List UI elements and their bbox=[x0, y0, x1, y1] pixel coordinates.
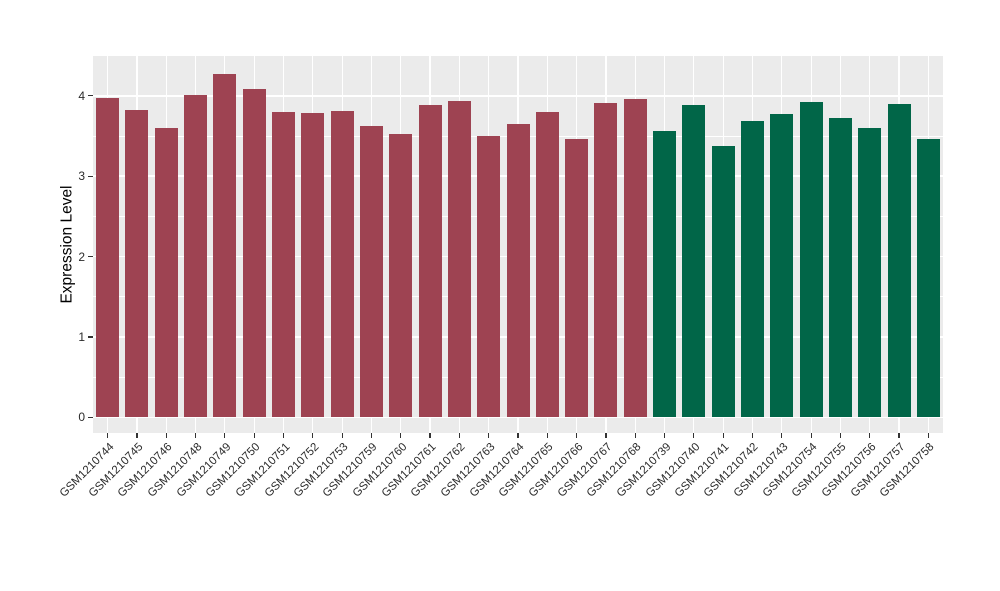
x-axis-tick bbox=[194, 433, 197, 438]
bar-GSM1210768 bbox=[623, 99, 647, 418]
bar-GSM1210756 bbox=[858, 128, 882, 418]
bar-GSM1210745 bbox=[125, 109, 149, 418]
x-axis-tick bbox=[693, 433, 695, 438]
x-axis-tick bbox=[517, 433, 519, 438]
bar-GSM1210746 bbox=[154, 128, 178, 418]
x-axis-tick bbox=[751, 433, 754, 438]
bar-GSM1210758 bbox=[916, 139, 940, 418]
bar-GSM1210763 bbox=[477, 136, 501, 418]
bar-GSM1210742 bbox=[740, 120, 764, 418]
y-tick-label: 1 bbox=[78, 329, 85, 344]
x-axis-tick bbox=[165, 433, 167, 438]
x-axis-tick bbox=[458, 433, 460, 438]
x-axis-tick bbox=[282, 433, 285, 438]
bar-GSM1210757 bbox=[887, 103, 911, 418]
x-axis-tick bbox=[253, 433, 255, 438]
x-axis-tick bbox=[634, 433, 636, 438]
y-axis-tick bbox=[88, 175, 93, 177]
y-tick-label: 3 bbox=[78, 169, 85, 184]
x-axis-tick bbox=[136, 433, 138, 438]
x-axis-tick bbox=[224, 433, 226, 438]
bar-GSM1210755 bbox=[828, 117, 852, 418]
bar-GSM1210761 bbox=[418, 104, 442, 418]
bar-GSM1210759 bbox=[359, 126, 383, 418]
x-axis-tick bbox=[546, 433, 548, 438]
bar-GSM1210752 bbox=[301, 112, 325, 418]
x-axis-tick bbox=[663, 433, 666, 438]
bar-GSM1210767 bbox=[594, 103, 618, 418]
bar-GSM1210764 bbox=[506, 124, 530, 418]
x-axis-tick bbox=[898, 433, 900, 438]
y-axis-tick bbox=[88, 336, 93, 338]
x-axis-tick bbox=[488, 433, 490, 438]
bar-GSM1210750 bbox=[242, 89, 266, 418]
x-axis-tick bbox=[576, 433, 578, 438]
x-axis-tick bbox=[839, 433, 841, 438]
bar-GSM1210740 bbox=[682, 104, 706, 418]
bar-GSM1210741 bbox=[711, 145, 735, 418]
bar-GSM1210754 bbox=[799, 101, 823, 418]
x-axis-tick bbox=[370, 433, 373, 438]
y-tick-label: 0 bbox=[78, 410, 85, 425]
bar-GSM1210749 bbox=[213, 74, 237, 418]
bar-GSM1210743 bbox=[770, 113, 794, 418]
x-axis-tick bbox=[927, 433, 929, 438]
x-axis-tick bbox=[869, 433, 871, 438]
y-axis-tick bbox=[88, 416, 93, 418]
bar-GSM1210751 bbox=[272, 111, 296, 418]
y-tick-label: 2 bbox=[78, 249, 85, 264]
x-axis-tick bbox=[341, 433, 343, 438]
bar-GSM1210748 bbox=[184, 95, 208, 418]
bar-GSM1210739 bbox=[653, 131, 677, 418]
x-axis-tick bbox=[400, 433, 402, 438]
x-axis-tick bbox=[810, 433, 812, 438]
bar-GSM1210753 bbox=[330, 111, 354, 418]
x-axis-tick bbox=[312, 433, 314, 438]
bar-GSM1210765 bbox=[535, 111, 559, 418]
x-axis-tick bbox=[107, 433, 109, 438]
x-axis-tick bbox=[781, 433, 783, 438]
y-tick-label: 4 bbox=[78, 88, 85, 103]
y-axis-tick bbox=[88, 95, 93, 97]
x-axis-tick bbox=[722, 433, 724, 438]
bar-GSM1210762 bbox=[447, 100, 471, 418]
plot-panel bbox=[93, 56, 943, 433]
bar-GSM1210766 bbox=[565, 139, 589, 418]
x-axis-tick bbox=[429, 433, 431, 438]
x-axis-tick bbox=[605, 433, 607, 438]
y-axis-tick bbox=[88, 256, 93, 258]
bar-GSM1210744 bbox=[96, 98, 120, 418]
bar-GSM1210760 bbox=[389, 134, 413, 418]
